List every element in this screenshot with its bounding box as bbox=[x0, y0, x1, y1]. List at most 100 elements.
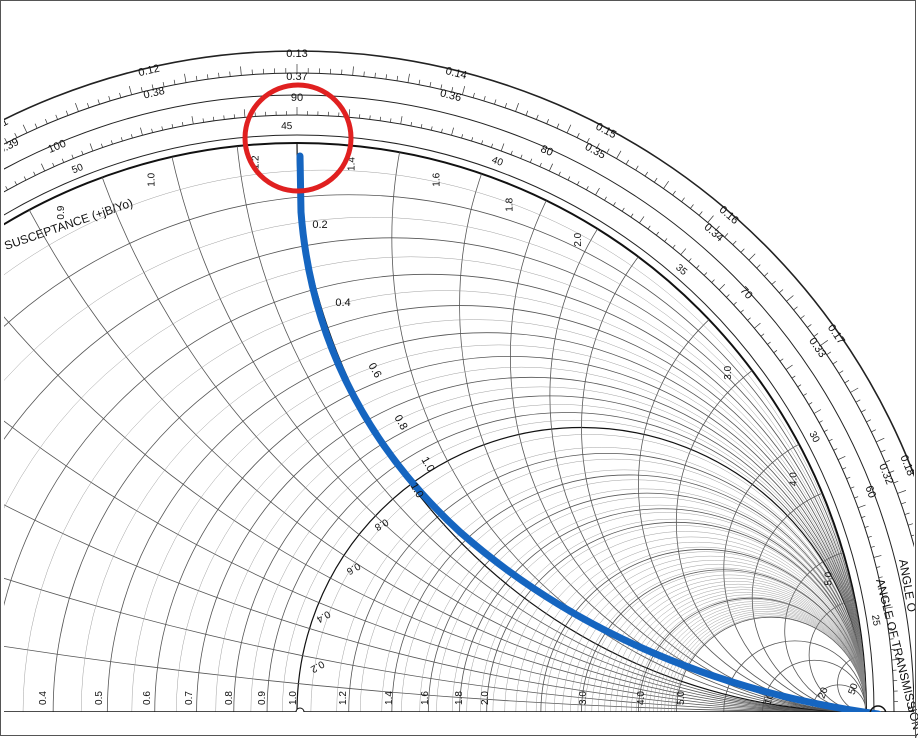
scale-tick bbox=[901, 502, 906, 504]
transmission-caption-outer: ANGLE O bbox=[896, 558, 918, 613]
scale-tick bbox=[521, 155, 522, 159]
scale-tick bbox=[639, 216, 644, 223]
blue-trace bbox=[300, 156, 878, 714]
susceptance-circle bbox=[0, 0, 918, 712]
scale-tick bbox=[786, 365, 793, 370]
susceptance-label-lower: 0.4 bbox=[314, 608, 332, 625]
scale-tick bbox=[207, 74, 208, 79]
wavelength-toward-generator-label: 0.18 bbox=[898, 453, 917, 477]
scale-tick bbox=[121, 137, 122, 141]
scale-tick bbox=[772, 281, 776, 284]
fine-circle bbox=[0, 217, 866, 738]
scale-tick bbox=[501, 143, 504, 151]
trace-label: 0.2 bbox=[312, 219, 327, 231]
scale-tick bbox=[829, 439, 833, 441]
fine-circle bbox=[649, 604, 866, 738]
scale-tick bbox=[241, 66, 242, 75]
scale-tick bbox=[24, 177, 26, 181]
scale-tick bbox=[162, 126, 163, 130]
scale-tick bbox=[861, 410, 865, 412]
scale-tick bbox=[839, 371, 843, 374]
conductance-label: 0.7 bbox=[184, 691, 195, 705]
scale-tick bbox=[547, 119, 549, 124]
scale-tick bbox=[353, 66, 354, 75]
wavelength-toward-generator-label: 0.16 bbox=[717, 204, 741, 227]
scale-tick bbox=[364, 72, 365, 77]
scale-tick bbox=[690, 205, 693, 209]
scale-tick bbox=[140, 128, 142, 136]
scale-tick bbox=[617, 151, 622, 159]
scale-tick bbox=[673, 245, 676, 248]
scale-tick bbox=[845, 380, 849, 383]
reflection-angle-label: 70 bbox=[737, 285, 754, 302]
scale-tick bbox=[905, 513, 910, 515]
susceptance-circle bbox=[0, 0, 918, 712]
fine-circle bbox=[0, 170, 866, 738]
conductance-label: 1.8 bbox=[454, 691, 465, 705]
scale-tick bbox=[182, 122, 183, 126]
scale-tick bbox=[767, 342, 770, 344]
scale-tick bbox=[172, 124, 173, 128]
scale-tick bbox=[681, 249, 686, 255]
scale-tick bbox=[431, 126, 432, 130]
scale-tick bbox=[704, 272, 707, 275]
scale-tick bbox=[787, 295, 794, 301]
scale-tick bbox=[568, 177, 570, 181]
scale-tick bbox=[636, 166, 639, 170]
scale-tick bbox=[129, 86, 131, 95]
scale-tick bbox=[871, 546, 875, 547]
conductance-label: 2.0 bbox=[480, 691, 491, 705]
scale-tick bbox=[764, 273, 768, 276]
scale-tick bbox=[441, 129, 442, 133]
scale-tick bbox=[349, 109, 350, 117]
scale-tick bbox=[914, 544, 918, 546]
scale-tick bbox=[567, 125, 571, 133]
scale-tick bbox=[34, 172, 36, 176]
scale-tick bbox=[230, 72, 231, 77]
scale-tick bbox=[757, 265, 761, 268]
fine-circle bbox=[675, 616, 866, 738]
scale-tick bbox=[526, 111, 528, 116]
scale-tick bbox=[90, 143, 93, 151]
susceptance-circle bbox=[0, 0, 918, 712]
wavelength-toward-load-label: 0.38 bbox=[142, 85, 166, 102]
wavelength-toward-generator-label: 0.12 bbox=[137, 63, 161, 80]
scale-tick bbox=[82, 151, 83, 155]
susceptance-label: 1.8 bbox=[504, 197, 515, 211]
susceptance-label: 1.6 bbox=[432, 172, 443, 186]
scale-tick bbox=[665, 238, 667, 241]
scale-tick bbox=[196, 76, 197, 81]
scale-tick bbox=[911, 534, 916, 535]
scale-tick bbox=[577, 133, 579, 137]
conductance-label: 0.4 bbox=[38, 691, 49, 705]
scale-tick bbox=[908, 524, 913, 525]
scale-tick bbox=[596, 188, 600, 195]
scale-tick bbox=[809, 402, 812, 404]
scale-tick bbox=[881, 450, 886, 452]
scale-tick bbox=[111, 140, 112, 144]
scale-tick bbox=[754, 323, 760, 328]
transmission-angle-label: 50 bbox=[70, 162, 85, 177]
conductance-label: 0.5 bbox=[94, 691, 105, 705]
susceptance-label: 3.0 bbox=[723, 365, 734, 379]
scale-tick bbox=[203, 118, 204, 122]
scale-tick bbox=[819, 421, 822, 423]
scale-tick bbox=[386, 74, 387, 79]
scale-tick bbox=[734, 302, 737, 305]
scale-tick bbox=[779, 289, 783, 292]
scale-tick bbox=[419, 80, 420, 85]
scale-tick bbox=[824, 430, 828, 432]
scale-tick bbox=[473, 93, 474, 98]
susceptance-circle bbox=[53, 0, 918, 712]
scale-tick bbox=[56, 115, 58, 120]
wavelength-toward-generator-label: 0.11 bbox=[0, 116, 10, 136]
scale-tick bbox=[664, 181, 669, 188]
scale-tick bbox=[865, 526, 869, 527]
unit-circle bbox=[0, 143, 866, 738]
scale-tick bbox=[375, 73, 376, 78]
scale-tick bbox=[430, 82, 431, 87]
scale-tick bbox=[631, 214, 633, 217]
scale-tick bbox=[494, 100, 496, 105]
trace-label: 0.4 bbox=[335, 297, 350, 309]
